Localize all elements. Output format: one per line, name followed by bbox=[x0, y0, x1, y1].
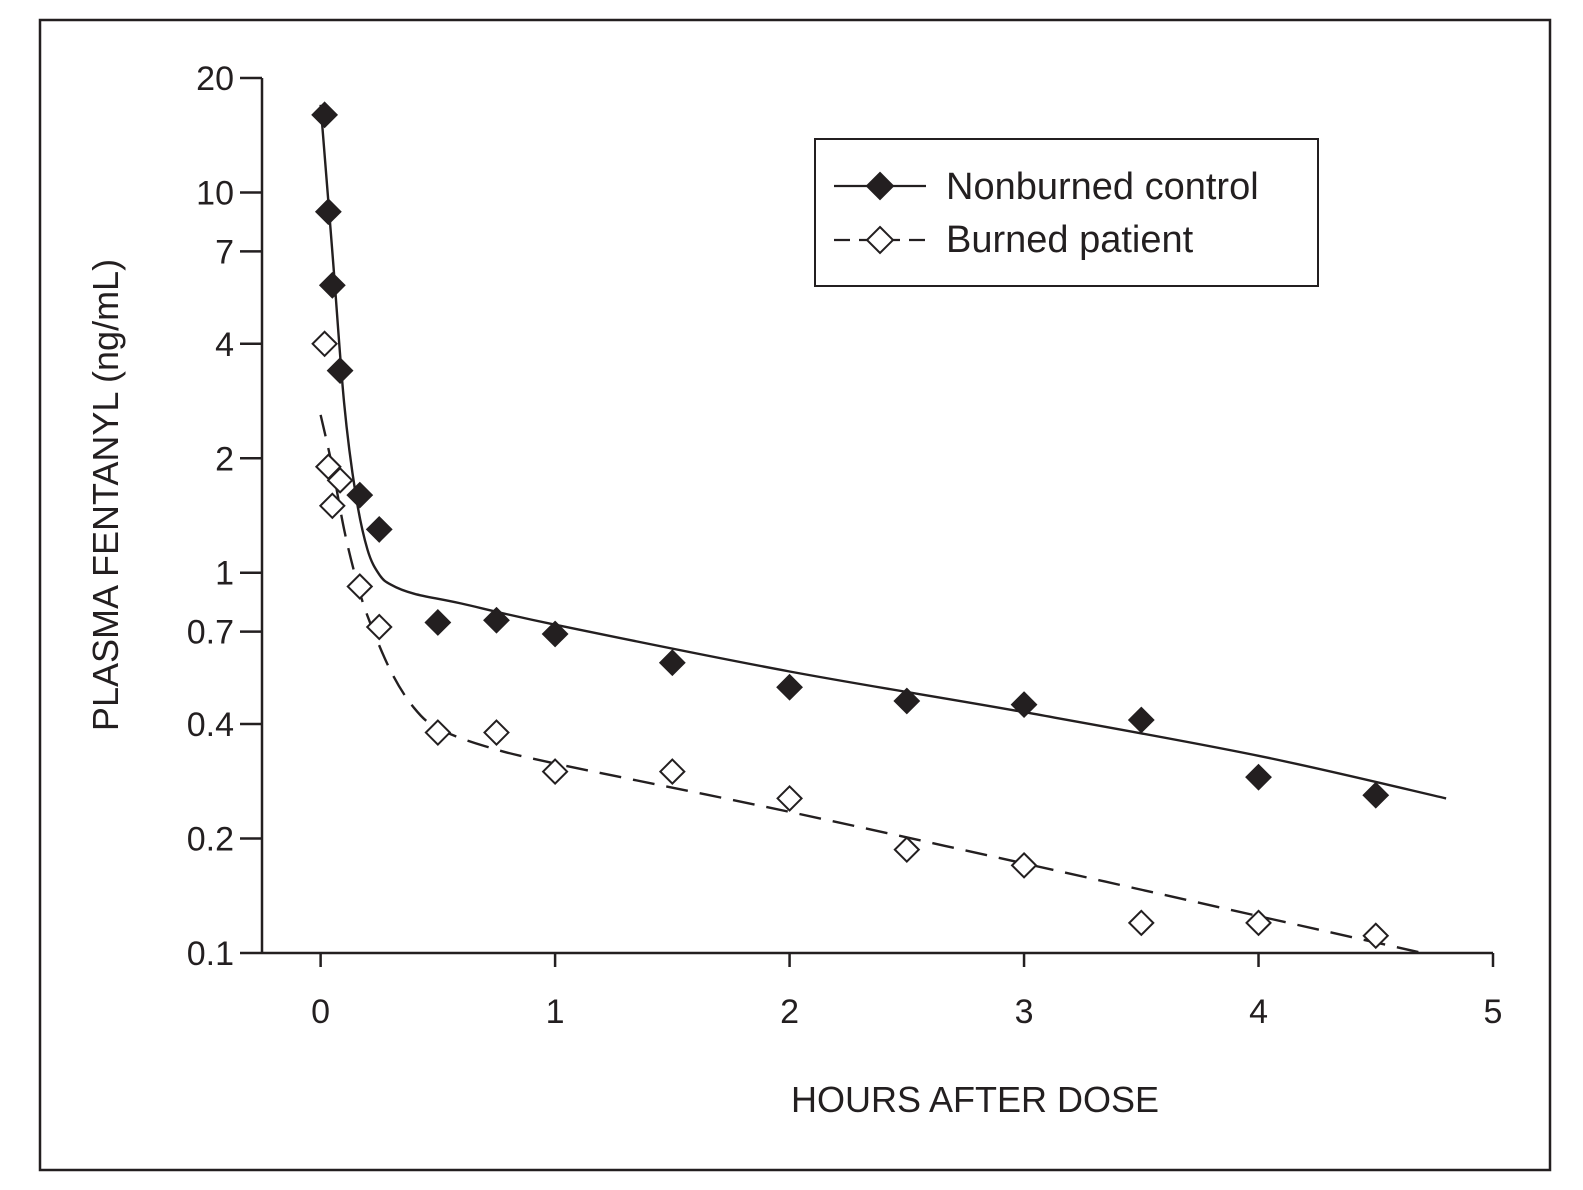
y-axis-title: PLASMA FENTANYL (ng/mL) bbox=[85, 259, 126, 731]
burned-data-point bbox=[776, 784, 803, 812]
y-tick-label: 1 bbox=[215, 555, 234, 593]
nonburned-data-point bbox=[318, 271, 346, 299]
burned-data-point bbox=[318, 492, 346, 520]
nonburned-data-point bbox=[346, 481, 374, 509]
burned-data-point bbox=[893, 836, 921, 864]
nonburned-data-point bbox=[1127, 706, 1155, 734]
fit-lines-layer bbox=[319, 104, 1447, 955]
burned-data-point bbox=[365, 613, 393, 641]
nonburned-data-point bbox=[314, 198, 342, 226]
nonburned-data-point bbox=[1362, 781, 1390, 809]
x-tick-label: 0 bbox=[311, 993, 330, 1031]
legend-marker-filled-diamond bbox=[865, 171, 895, 201]
nonburned-fit-line bbox=[319, 104, 1447, 800]
legend: Nonburned control Burned patient bbox=[814, 138, 1319, 287]
y-tick-label: 2 bbox=[215, 440, 234, 478]
burned-data-point bbox=[1245, 909, 1272, 937]
y-tick-label: 0.4 bbox=[187, 706, 234, 744]
nonburned-data-point bbox=[893, 687, 921, 715]
legend-label-nonburned: Nonburned control bbox=[946, 166, 1259, 208]
y-tick-label: 0.7 bbox=[187, 614, 234, 652]
burned-data-point bbox=[658, 758, 686, 785]
burned-data-point bbox=[346, 573, 374, 600]
nonburned-data-point bbox=[1010, 691, 1038, 719]
legend-label-burned: Burned patient bbox=[946, 219, 1194, 261]
burned-data-point bbox=[483, 719, 510, 746]
y-tick-label: 4 bbox=[215, 326, 234, 364]
y-tick-label: 20 bbox=[196, 60, 234, 98]
data-points-layer bbox=[311, 101, 1390, 950]
burned-data-point bbox=[326, 466, 354, 494]
burned-fit-line bbox=[319, 414, 1423, 955]
x-tick-label: 1 bbox=[546, 993, 565, 1031]
nonburned-data-point bbox=[776, 673, 803, 701]
y-tick-label: 0.2 bbox=[187, 821, 234, 859]
nonburned-data-point bbox=[1245, 763, 1272, 791]
x-tick-label: 3 bbox=[1015, 993, 1034, 1031]
nonburned-data-point bbox=[424, 609, 452, 636]
y-tick-label: 10 bbox=[196, 174, 234, 212]
legend-marker-open-diamond bbox=[865, 225, 895, 255]
y-tick-label: 0.1 bbox=[187, 935, 234, 973]
nonburned-data-point bbox=[541, 620, 569, 648]
nonburned-data-point bbox=[311, 101, 339, 129]
nonburned-data-point bbox=[365, 515, 393, 543]
burned-data-point bbox=[1010, 851, 1038, 879]
legend-box bbox=[814, 138, 1319, 287]
nonburned-data-point bbox=[326, 357, 354, 385]
burned-data-point bbox=[1362, 922, 1390, 950]
nonburned-data-point bbox=[658, 649, 686, 677]
x-tick-label: 2 bbox=[780, 993, 799, 1031]
y-tick-label: 7 bbox=[215, 233, 234, 271]
burned-data-point bbox=[1127, 909, 1155, 937]
x-tick-label: 4 bbox=[1249, 993, 1268, 1031]
nonburned-data-point bbox=[483, 606, 510, 634]
axes-layer: 0 1 2 3 4 5 0.1 0.2 0.4 0.7 1 2 4 7 10 20 bbox=[187, 60, 1503, 1031]
burned-data-point bbox=[311, 330, 339, 358]
burned-data-point bbox=[541, 758, 569, 785]
burned-data-point bbox=[424, 719, 452, 746]
x-tick-label: 5 bbox=[1484, 993, 1503, 1031]
x-axis-title: HOURS AFTER DOSE bbox=[791, 1079, 1159, 1120]
